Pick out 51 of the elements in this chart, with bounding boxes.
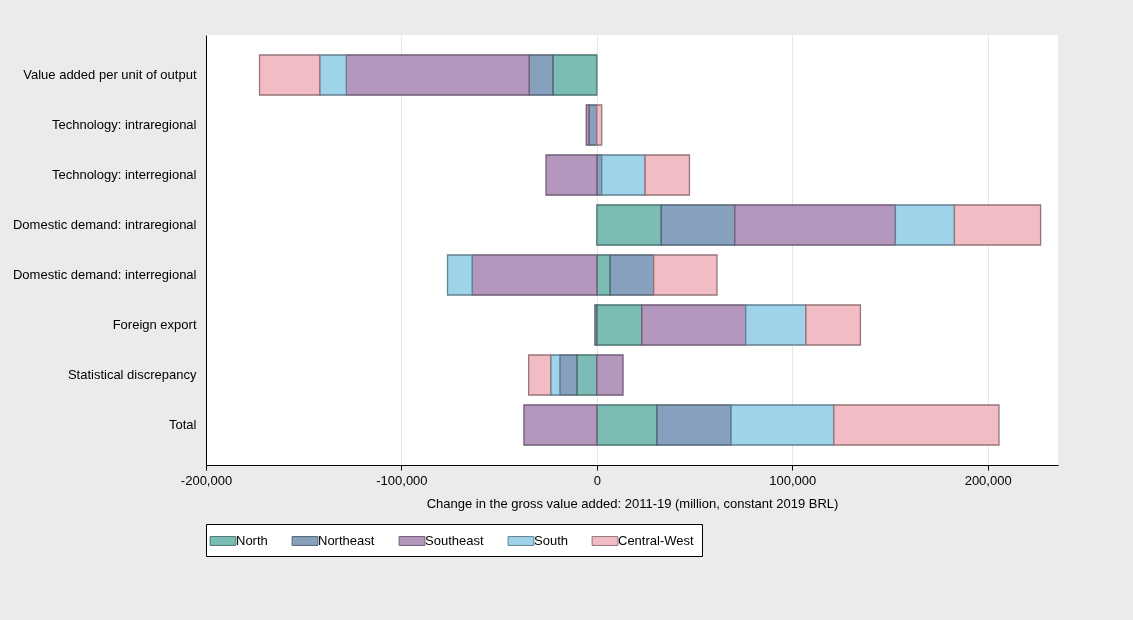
legend-label: South bbox=[534, 533, 568, 548]
bar bbox=[656, 404, 732, 446]
legend-label: North bbox=[236, 533, 268, 548]
bar bbox=[528, 54, 554, 96]
bar bbox=[596, 404, 658, 446]
bar bbox=[745, 304, 807, 346]
y-tick-label: Domestic demand: interregional bbox=[12, 267, 197, 282]
bar bbox=[527, 354, 552, 396]
bar bbox=[596, 104, 603, 146]
bar bbox=[258, 54, 321, 96]
bar bbox=[471, 254, 598, 296]
bar bbox=[559, 354, 578, 396]
bar bbox=[552, 54, 598, 96]
y-tick-label: Technology: intraregional bbox=[51, 117, 197, 132]
bar bbox=[585, 104, 590, 146]
bar bbox=[734, 204, 897, 246]
bar bbox=[833, 404, 1000, 446]
x-tick-label: 0 bbox=[593, 472, 601, 488]
x-tick-label: -200,000 bbox=[180, 472, 233, 488]
bar bbox=[653, 254, 718, 296]
y-tick-label: Statistical discrepancy bbox=[67, 367, 197, 382]
x-tick-label: -100,000 bbox=[376, 472, 428, 488]
bar bbox=[596, 304, 643, 346]
bar bbox=[596, 204, 662, 246]
y-tick-label: Domestic demand: intraregional bbox=[12, 217, 197, 232]
legend-label: Northeast bbox=[318, 533, 375, 548]
y-tick-label: Total bbox=[169, 417, 197, 432]
bar bbox=[894, 204, 956, 246]
x-axis-title: Change in the gross value added: 2011-19 (million, constant 2019 BRL) bbox=[426, 495, 839, 511]
bar bbox=[609, 254, 655, 296]
bar bbox=[641, 304, 747, 346]
y-tick-label: Foreign export bbox=[112, 317, 197, 332]
bar bbox=[953, 204, 1042, 246]
bar bbox=[523, 404, 598, 446]
bar bbox=[644, 154, 691, 196]
bar bbox=[596, 354, 624, 396]
x-tick-label: 100,000 bbox=[769, 472, 817, 488]
bar bbox=[660, 204, 736, 246]
legend-label: Southeast bbox=[425, 533, 484, 548]
x-tick-label: 200,000 bbox=[964, 472, 1012, 488]
bar bbox=[545, 154, 598, 196]
y-tick-label: Value added per unit of output bbox=[23, 67, 197, 82]
bar bbox=[730, 404, 835, 446]
bar bbox=[550, 354, 561, 396]
y-tick-label: Technology: interregional bbox=[51, 167, 197, 182]
bar bbox=[805, 304, 862, 346]
bar bbox=[446, 254, 473, 296]
bar bbox=[319, 54, 347, 96]
legend-label: Central-West bbox=[618, 533, 694, 548]
bar bbox=[345, 54, 530, 96]
bar bbox=[601, 154, 646, 196]
